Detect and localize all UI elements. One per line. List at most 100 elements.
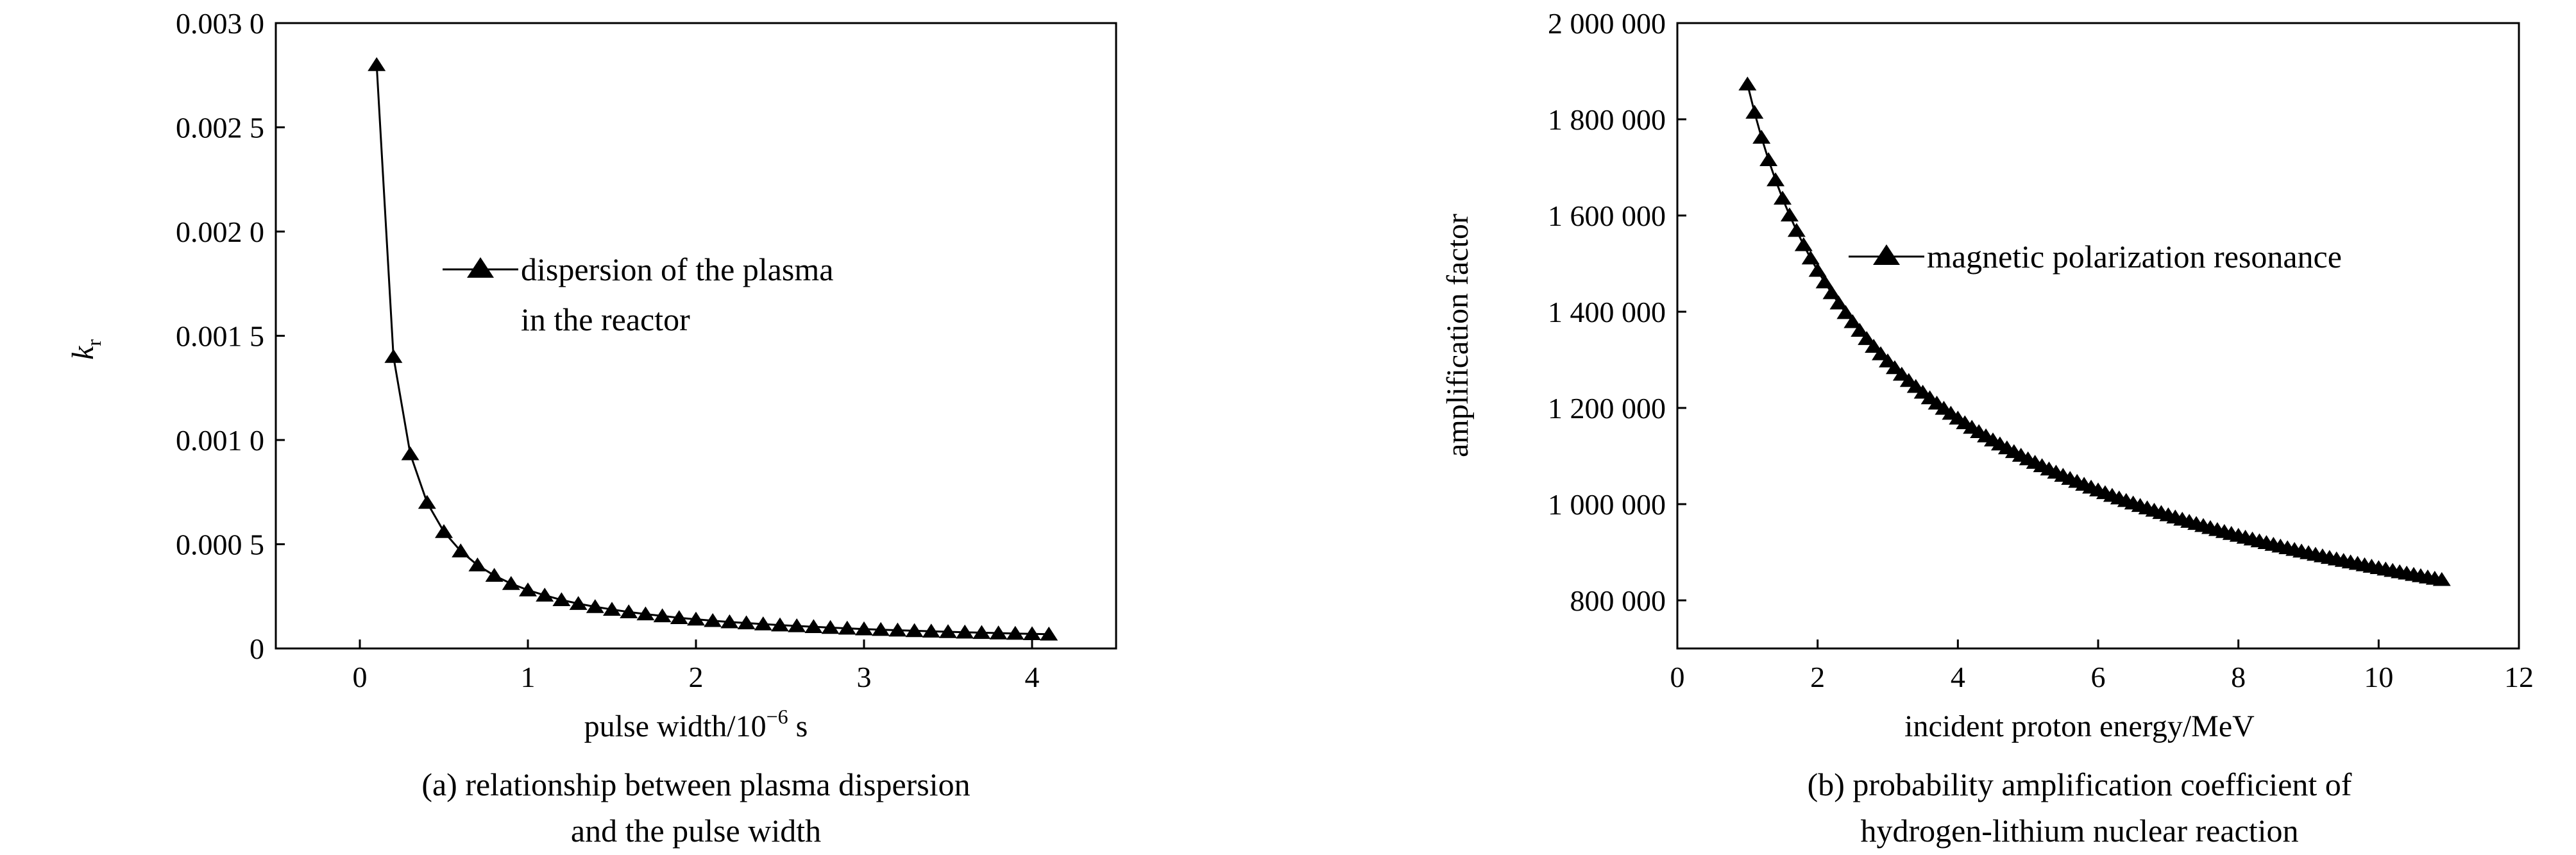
chart-a-x-axis-label: pulse width/10−6 s bbox=[584, 705, 808, 743]
chart-a-data-point bbox=[872, 622, 890, 636]
chart-a-data-point bbox=[788, 618, 806, 632]
chart-a-x-axis-label-suffix: s bbox=[788, 709, 808, 743]
chart-a-y-tick-label: 0.002 0 bbox=[176, 216, 264, 248]
chart-a-data-point bbox=[401, 446, 419, 461]
chart-a-data-point bbox=[1006, 625, 1024, 640]
chart-b-data-point bbox=[1808, 262, 1827, 277]
chart-a-data-point bbox=[620, 604, 638, 618]
chart-a-x-axis-label-exp: −6 bbox=[767, 705, 788, 728]
chart-b-legend-marker bbox=[1873, 244, 1900, 265]
chart-a-data-point bbox=[670, 610, 688, 624]
chart-b-x-tick-label: 2 bbox=[1810, 661, 1825, 693]
chart-a-legend-line-2: in the reactor bbox=[521, 301, 690, 337]
chart-a-data-point bbox=[468, 557, 487, 571]
chart-b-data-point bbox=[1801, 250, 1820, 265]
chart-b-y-tick-label: 800 000 bbox=[1570, 584, 1666, 617]
chart-b-data-point bbox=[1815, 274, 1834, 289]
chart-a-legend: dispersion of the plasma in the reactor bbox=[443, 251, 833, 337]
chart-a-data-point bbox=[855, 621, 873, 636]
chart-b-data-point bbox=[1865, 339, 1883, 353]
chart-a: 0 0.000 5 0.001 0 0.001 5 0.002 0 0.002 5 0.00… bbox=[66, 7, 1117, 849]
chart-a-data-point bbox=[771, 617, 789, 632]
chart-b: 800 000 1 000 000 1 200 000 1 400 000 1 600 … bbox=[1441, 7, 2534, 849]
chart-b-x-ticks: 0 2 4 6 8 10 12 bbox=[1670, 639, 2534, 693]
chart-b-y-tick-label: 1 200 000 bbox=[1548, 392, 1666, 425]
chart-b-data-point bbox=[1752, 130, 1771, 144]
chart-a-data-point bbox=[653, 608, 672, 623]
chart-b-data-point bbox=[1738, 76, 1757, 91]
chart-a-data-point bbox=[972, 625, 991, 639]
chart-a-data-point bbox=[452, 543, 470, 557]
chart-b-data-point bbox=[1822, 285, 1841, 300]
chart-a-series-line bbox=[375, 64, 1049, 636]
chart-b-data-point bbox=[1836, 305, 1855, 319]
chart-a-x-tick-label: 4 bbox=[1025, 661, 1040, 693]
chart-b-legend-line-1: magnetic polarization resonance bbox=[1927, 239, 2342, 275]
chart-a-legend-marker bbox=[467, 257, 494, 278]
chart-a-data-point bbox=[368, 57, 386, 71]
chart-b-data-point bbox=[1745, 105, 1764, 119]
chart-a-data-point bbox=[636, 606, 655, 621]
chart-b-data-point bbox=[1851, 323, 1869, 337]
chart-a-data-point bbox=[519, 582, 537, 597]
chart-b-data-point bbox=[1767, 172, 1785, 187]
chart-b-caption-line-1: (b) probability amplification coefficien… bbox=[1808, 766, 2352, 802]
chart-a-data-point bbox=[905, 623, 924, 638]
chart-a-data-point bbox=[1040, 626, 1058, 641]
chart-b-caption-line-2: hydrogen-lithium nuclear reaction bbox=[1860, 813, 2298, 849]
chart-a-legend-line-1: dispersion of the plasma bbox=[521, 251, 833, 287]
chart-a-data-point bbox=[552, 592, 571, 607]
chart-b-marks bbox=[1738, 76, 2451, 586]
chart-a-data-point bbox=[956, 624, 974, 639]
chart-b-data-point bbox=[1759, 152, 1778, 166]
chart-b-data-point bbox=[1774, 190, 1792, 205]
chart-b-x-tick-label: 12 bbox=[2504, 661, 2534, 693]
chart-b-y-tick-label: 1 800 000 bbox=[1548, 103, 1666, 136]
chart-a-y-axis-label-sub: r bbox=[82, 339, 105, 346]
chart-a-data-point bbox=[922, 623, 940, 638]
chart-b-data-point bbox=[1872, 346, 1890, 360]
chart-a-y-tick-label: 0.001 0 bbox=[176, 424, 264, 457]
chart-a-x-tick-label: 2 bbox=[689, 661, 704, 693]
chart-b-data-point bbox=[1843, 314, 1862, 328]
chart-b-legend: magnetic polarization resonance bbox=[1849, 239, 2342, 275]
chart-b-data-point bbox=[1829, 295, 1848, 310]
chart-a-data-point bbox=[502, 575, 520, 590]
chart-b-x-tick-label: 8 bbox=[2231, 661, 2246, 693]
chart-a-data-point bbox=[418, 495, 436, 509]
chart-b-y-tick-label: 1 600 000 bbox=[1548, 199, 1666, 232]
chart-a-y-tick-label: 0 bbox=[250, 632, 264, 665]
chart-b-x-tick-label: 4 bbox=[1951, 661, 1965, 693]
chart-a-x-ticks: 0 1 2 3 4 bbox=[353, 639, 1040, 693]
chart-b-data-point bbox=[2432, 571, 2451, 586]
chart-b-y-tick-label: 1 000 000 bbox=[1548, 488, 1666, 521]
chart-b-y-axis-label: amplification factor bbox=[1441, 214, 1475, 457]
chart-a-data-point bbox=[435, 524, 453, 538]
chart-b-y-ticks: 800 000 1 000 000 1 200 000 1 400 000 1 600 … bbox=[1548, 7, 1686, 617]
chart-a-data-point bbox=[569, 596, 588, 610]
chart-a-x-tick-label: 1 bbox=[521, 661, 536, 693]
chart-b-data-point bbox=[1858, 331, 1876, 345]
chart-a-data-point bbox=[586, 599, 604, 613]
chart-a-data-point bbox=[888, 622, 907, 637]
chart-b-x-tick-label: 0 bbox=[1670, 661, 1685, 693]
chart-b-series-line bbox=[1746, 83, 2442, 581]
chart-a-y-tick-label: 0.000 5 bbox=[176, 529, 264, 561]
chart-a-data-point bbox=[485, 568, 504, 582]
chart-a-x-tick-label: 3 bbox=[857, 661, 872, 693]
chart-a-y-tick-label: 0.003 0 bbox=[176, 7, 264, 40]
chart-a-y-axis-label: kr bbox=[66, 339, 105, 360]
chart-a-y-ticks: 0 0.000 5 0.001 0 0.001 5 0.002 0 0.002 5 0.00… bbox=[176, 7, 285, 665]
chart-b-data-point bbox=[1794, 237, 1813, 251]
chart-a-data-point bbox=[1023, 626, 1041, 641]
chart-b-plot-frame bbox=[1676, 22, 2520, 650]
chart-a-data-point bbox=[939, 624, 957, 638]
chart-a-data-point bbox=[384, 349, 403, 363]
chart-a-y-tick-label: 0.002 5 bbox=[176, 112, 264, 144]
chart-a-marks bbox=[368, 57, 1058, 641]
chart-b-x-tick-label: 10 bbox=[2364, 661, 2393, 693]
chart-a-data-point bbox=[720, 614, 739, 629]
chart-a-y-axis-label-main: k bbox=[66, 345, 100, 360]
chart-b-x-axis-label: incident proton energy/MeV bbox=[1904, 709, 2255, 743]
chart-b-data-point bbox=[1879, 353, 1897, 368]
